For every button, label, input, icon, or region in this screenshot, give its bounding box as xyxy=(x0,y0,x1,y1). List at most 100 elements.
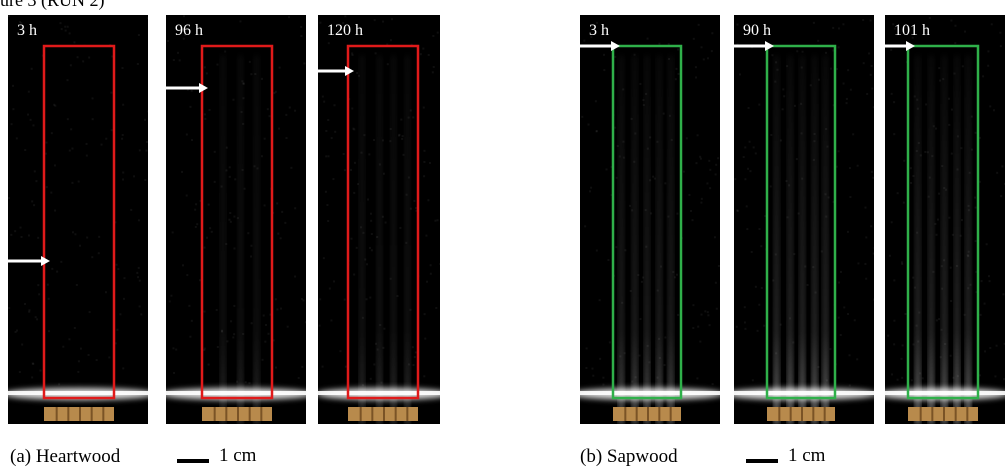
noise-speck xyxy=(31,376,34,379)
noise-speck xyxy=(14,230,17,233)
noise-speck xyxy=(91,97,94,100)
noise-speck xyxy=(749,170,752,173)
wood-grain xyxy=(823,407,826,421)
noise-speck xyxy=(628,204,631,207)
noise-speck xyxy=(856,164,859,167)
noise-speck xyxy=(389,140,392,143)
noise-speck xyxy=(110,129,113,132)
noise-speck xyxy=(71,147,74,150)
noise-speck xyxy=(978,374,981,377)
noise-speck xyxy=(325,155,328,158)
wood-grain xyxy=(67,407,70,421)
noise-speck xyxy=(242,82,245,85)
noise-speck xyxy=(779,139,782,142)
time-label: 96 h xyxy=(175,22,203,39)
noise-speck xyxy=(960,219,963,222)
noise-speck xyxy=(224,50,227,53)
noise-speck xyxy=(147,110,148,113)
noise-speck xyxy=(342,152,345,155)
noise-speck xyxy=(409,207,412,210)
noise-speck xyxy=(900,261,903,264)
noise-speck xyxy=(186,88,189,91)
noise-speck xyxy=(216,346,219,349)
noise-speck xyxy=(264,340,267,343)
noise-speck xyxy=(145,149,148,152)
noise-speck xyxy=(989,346,992,349)
noise-speck xyxy=(285,113,288,116)
noise-speck xyxy=(594,100,597,103)
noise-speck xyxy=(845,97,848,100)
noise-speck xyxy=(595,130,598,133)
noise-speck xyxy=(91,118,94,121)
noise-speck xyxy=(583,39,586,42)
noise-speck xyxy=(274,90,277,93)
noise-speck xyxy=(954,24,957,27)
noise-speck xyxy=(786,216,789,219)
noise-speck xyxy=(599,357,602,360)
noise-speck xyxy=(75,283,78,286)
noise-speck xyxy=(765,33,768,36)
water-strip xyxy=(800,56,805,424)
noise-speck xyxy=(73,326,76,329)
noise-speck xyxy=(900,357,903,360)
noise-speck xyxy=(769,185,772,188)
noise-speck xyxy=(954,42,957,45)
noise-speck xyxy=(114,221,117,224)
noise-speck xyxy=(748,140,751,143)
noise-speck xyxy=(12,108,15,111)
noise-speck xyxy=(743,321,746,324)
noise-speck xyxy=(950,19,953,22)
noise-speck xyxy=(263,137,266,140)
noise-speck xyxy=(793,104,796,107)
wood-grain xyxy=(801,407,803,421)
noise-speck xyxy=(10,233,13,236)
noise-speck xyxy=(365,298,368,301)
noise-speck xyxy=(696,134,699,137)
noise-speck xyxy=(382,20,385,23)
noise-speck xyxy=(351,52,354,55)
noise-speck xyxy=(903,159,906,162)
noise-speck xyxy=(389,277,392,280)
noise-speck xyxy=(110,91,113,94)
noise-speck xyxy=(835,165,838,168)
noise-speck xyxy=(760,286,763,289)
noise-speck xyxy=(209,227,212,230)
noise-speck xyxy=(804,265,807,268)
noise-speck xyxy=(429,272,432,275)
noise-speck xyxy=(28,310,31,313)
noise-speck xyxy=(79,244,82,247)
noise-speck xyxy=(415,209,418,212)
noise-speck xyxy=(812,21,815,24)
noise-speck xyxy=(353,161,356,164)
noise-speck xyxy=(985,243,988,246)
noise-speck xyxy=(608,341,611,344)
noise-speck xyxy=(893,27,896,30)
noise-speck xyxy=(825,51,828,54)
noise-speck xyxy=(373,19,376,22)
water-strip xyxy=(823,56,828,424)
noise-speck xyxy=(369,377,372,380)
noise-speck xyxy=(638,354,641,357)
noise-speck xyxy=(743,306,746,309)
noise-speck xyxy=(122,367,125,370)
noise-speck xyxy=(758,103,761,106)
wood-grain xyxy=(102,407,105,421)
noise-speck xyxy=(852,133,855,136)
noise-speck xyxy=(236,217,239,220)
noise-speck xyxy=(864,262,867,265)
noise-speck xyxy=(381,139,384,142)
noise-speck xyxy=(603,69,606,72)
heartwood-panel-3: 120 h xyxy=(318,15,440,424)
noise-speck xyxy=(692,37,695,40)
noise-speck xyxy=(700,197,703,200)
noise-speck xyxy=(175,348,178,351)
noise-speck xyxy=(975,270,978,273)
noise-speck xyxy=(182,15,185,18)
noise-speck xyxy=(185,133,188,136)
noise-speck xyxy=(664,182,667,185)
noise-speck xyxy=(32,362,35,365)
noise-speck xyxy=(639,82,642,85)
noise-speck xyxy=(960,147,963,150)
noise-speck xyxy=(73,41,76,44)
noise-speck xyxy=(792,341,795,344)
